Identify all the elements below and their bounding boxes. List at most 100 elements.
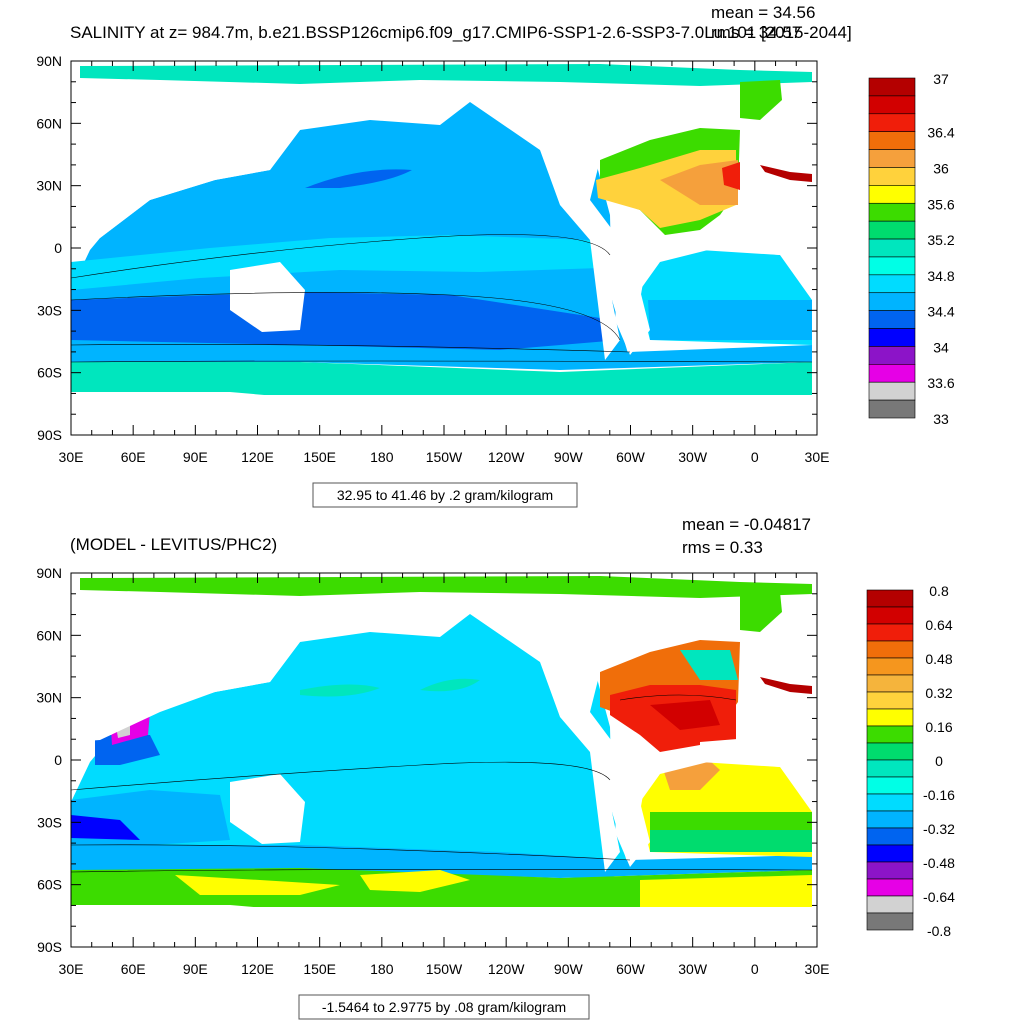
bottom-lat-label: 60N: [36, 627, 62, 643]
top-australia-land: [230, 262, 305, 332]
top-south-america-east: [615, 240, 708, 355]
bottom-colorbar-swatch: [866, 810, 914, 829]
bottom-colorbar-swatch: [866, 674, 914, 693]
top-equatorial-band: [71, 235, 600, 290]
top-lon-label: 30E: [805, 449, 830, 465]
top-lon-label: 120W: [488, 449, 525, 465]
bottom-lon-label: 60W: [616, 961, 646, 977]
top-lat-label: 30S: [37, 302, 62, 318]
bottom-americas-land: [71, 598, 640, 872]
bottom-colorbar-swatch: [866, 691, 914, 710]
top-lon-label: 150W: [426, 449, 463, 465]
bottom-colorbar-swatch: [866, 708, 914, 727]
top-colorbar-swatch: [868, 95, 916, 115]
bottom-lon-label: 0: [751, 961, 759, 977]
bottom-antarctica-land: [71, 907, 812, 947]
bottom-lat-label: 90S: [37, 939, 62, 955]
top-colorbar-swatch: [868, 185, 916, 204]
bottom-lon-label: 150E: [303, 961, 336, 977]
bottom-colorbar-label: -0.64: [923, 889, 955, 905]
top-lat-label: 30N: [36, 178, 62, 194]
bottom-colorbar-swatch: [866, 912, 914, 931]
top-title: SALINITY at z= 984.7m, b.e21.BSSP126cmip…: [70, 23, 852, 42]
top-colorbar-swatch: [868, 220, 916, 240]
bottom-lon-axis: 30E 60E 90E 120E 150E 180 150W 120W 90W 60W 30W 0 30…: [59, 573, 830, 977]
top-colorbar-label: 33.6: [927, 375, 954, 391]
bottom-lat-label: 30N: [36, 690, 62, 706]
bottom-colorbar-swatch: [866, 861, 914, 880]
bottom-colorbar-swatch: [866, 589, 914, 608]
bottom-map: [71, 573, 817, 947]
top-africa-west: [700, 226, 790, 255]
top-lon-label: 30E: [59, 449, 84, 465]
bottom-lon-label: 90W: [554, 961, 584, 977]
bottom-lon-label: 30E: [59, 961, 84, 977]
bottom-lon-label: 90E: [183, 961, 208, 977]
top-nordic: [740, 80, 782, 120]
bottom-mediterranean: [760, 677, 812, 694]
bottom-nordic: [740, 592, 782, 632]
top-eurasia-land: [71, 86, 300, 240]
bottom-colorbar-label: 0.48: [925, 651, 952, 667]
bottom-colorbar-swatch: [866, 623, 914, 642]
top-panel: SALINITY at z= 984.7m, b.e21.BSSP126cmip…: [36, 3, 955, 508]
top-colorbar-label: 34.4: [927, 304, 954, 320]
bottom-lon-label: 60E: [121, 961, 146, 977]
bottom-colorbar: 0.8 0.64 0.48 0.32 0.16 0 -0.16 -0.32 -0.48 -0.64…: [866, 583, 955, 939]
bottom-colorbar-label: 0.16: [925, 719, 952, 735]
bottom-lon-label: 120W: [488, 961, 525, 977]
bottom-lat-label: 0: [54, 752, 62, 768]
bottom-range-label: -1.5464 to 2.9775 by .08 gram/kilogram: [322, 999, 566, 1015]
top-colorbar-label: 37: [933, 71, 949, 87]
bottom-title: (MODEL - LEVITUS/PHC2): [70, 535, 277, 554]
bottom-colorbar-swatch: [866, 725, 914, 744]
top-lat-label: 90N: [36, 53, 62, 69]
top-colorbar: 37 36.4 36 35.6 35.2 34.8 34.4 34 33.6 33: [868, 71, 955, 427]
bottom-colorbar-swatch: [866, 742, 914, 761]
top-lon-axis: 30E 60E 90E 120E 150E 180 150W 120W 90W 60W 30W 0 30…: [59, 61, 830, 465]
top-lon-label: 90W: [554, 449, 584, 465]
top-range-label: 32.95 to 41.46 by .2 gram/kilogram: [337, 487, 553, 503]
bottom-colorbar-swatch: [866, 759, 914, 778]
bottom-indian-low: [71, 815, 140, 840]
top-lat-label: 60S: [37, 365, 62, 381]
bottom-colorbar-label: 0: [935, 753, 943, 769]
top-colorbar-swatch: [868, 131, 916, 150]
top-lon-label: 0: [751, 449, 759, 465]
top-colorbar-swatch: [868, 399, 916, 419]
top-mediterranean: [760, 165, 812, 182]
bottom-colorbar-label: 0.32: [925, 685, 952, 701]
bottom-colorbar-swatch: [866, 640, 914, 659]
bottom-lon-label: 30E: [805, 961, 830, 977]
top-antarctica-land: [71, 395, 812, 435]
top-colorbar-swatch: [868, 328, 916, 347]
top-south-band: [71, 340, 812, 370]
bottom-colorbar-label: -0.8: [927, 923, 951, 939]
bottom-lat-label: 30S: [37, 814, 62, 830]
top-colorbar-swatch: [868, 113, 916, 132]
bottom-colorbar-swatch: [866, 657, 914, 676]
bottom-colorbar-label: 0.8: [929, 583, 949, 599]
top-colorbar-swatch: [868, 238, 916, 258]
top-colorbar-swatch: [868, 256, 916, 276]
bottom-eurasia-land: [71, 598, 300, 742]
top-lon-label: 150E: [303, 449, 336, 465]
bottom-lon-label: 30W: [678, 961, 708, 977]
top-colorbar-label: 35.6: [927, 196, 954, 212]
bottom-colorbar-swatch: [866, 776, 914, 795]
top-map: [71, 61, 817, 435]
bottom-range-box: -1.5464 to 2.9775 by .08 gram/kilogram: [298, 994, 590, 1020]
bottom-colorbar-swatch: [866, 793, 914, 812]
bottom-colorbar-label: -0.48: [923, 855, 955, 871]
bottom-lat-label: 90N: [36, 565, 62, 581]
bottom-colorbar-label: 0.64: [925, 617, 952, 633]
top-lon-label: 30W: [678, 449, 708, 465]
top-colorbar-label: 34: [933, 339, 949, 355]
bottom-lon-label: 150W: [426, 961, 463, 977]
bottom-lat-axis: 90N 60N 30N 0 30S 60S 90S: [36, 565, 817, 955]
top-colorbar-swatch: [868, 364, 916, 383]
top-range-box: 32.95 to 41.46 by .2 gram/kilogram: [312, 482, 578, 508]
top-colorbar-swatch: [868, 202, 916, 222]
top-south-atlantic-deep: [648, 300, 812, 340]
